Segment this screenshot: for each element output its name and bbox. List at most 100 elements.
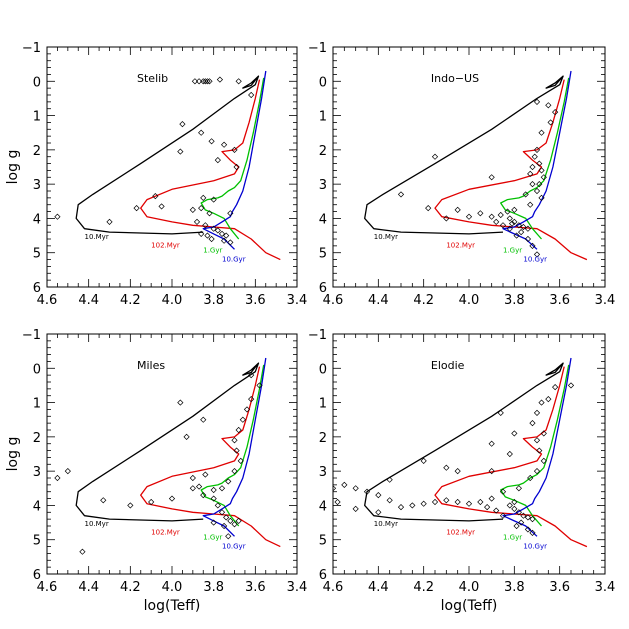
- axes-frame: [46, 46, 298, 288]
- panel-title: Indo−US: [431, 72, 479, 85]
- isochrone-10-myr: [75, 75, 260, 235]
- isochrone-10-gyr: [502, 357, 572, 537]
- data-point: [225, 478, 232, 485]
- isochrone-label: 10.Myr: [85, 520, 109, 528]
- data-point: [64, 468, 71, 475]
- isochrone-102-myr: [140, 366, 281, 548]
- data-point: [220, 237, 228, 244]
- y-tick-label: 1: [319, 110, 327, 125]
- data-point: [536, 181, 543, 188]
- x-tick-label: 4.0: [162, 293, 183, 308]
- isochrone-102-myr: [434, 79, 588, 261]
- isochrone-label: 1.Gyr: [203, 247, 222, 255]
- data-point: [540, 430, 547, 437]
- data-point: [511, 498, 518, 506]
- data-point: [497, 211, 504, 219]
- data-point: [206, 210, 213, 217]
- data-point: [443, 215, 450, 222]
- data-point: [231, 468, 238, 475]
- panel-elodie: 4.6 4.4 4.2 4.0 3.8 3.6 3.4 −1 0 1 2 3 4 5 6 log(Teff) 1…: [308, 328, 616, 614]
- data-point: [210, 486, 217, 494]
- y-tick-label: 5: [33, 534, 41, 549]
- data-point: [420, 500, 427, 507]
- data-point: [508, 220, 516, 227]
- panel-title: Elodie: [431, 359, 465, 372]
- y-tick-label: 6: [319, 281, 327, 296]
- y-tick-label: 4: [319, 499, 327, 514]
- isochrone-1-gyr: [500, 77, 570, 240]
- data-point: [256, 382, 263, 389]
- data-point: [538, 194, 545, 201]
- data-point: [397, 191, 405, 198]
- data-point: [100, 497, 107, 504]
- data-point: [200, 492, 207, 499]
- data-point: [529, 420, 536, 427]
- isochrone-label: 10.Myr: [374, 233, 398, 241]
- data-point: [233, 447, 240, 454]
- x-tick-label: 3.4: [287, 580, 308, 595]
- data-point: [488, 468, 495, 475]
- x-tick-label: 4.0: [162, 580, 183, 595]
- data-point: [198, 205, 205, 212]
- x-tick-label: 4.2: [120, 580, 141, 595]
- data-point: [513, 232, 520, 239]
- data-point: [79, 548, 86, 555]
- data-point: [420, 457, 427, 464]
- x-tick-label: 4.4: [368, 293, 389, 308]
- panel-indous: 4.6 4.4 4.2 4.0 3.8 3.6 3.4 −1 0 1 2 3 4 5 6 10.Myr 102.…: [308, 41, 616, 308]
- data-point: [334, 498, 341, 506]
- data-point: [533, 187, 541, 195]
- data-point: [511, 505, 518, 512]
- data-point: [235, 517, 242, 524]
- data-point: [218, 509, 226, 516]
- data-point: [231, 521, 238, 528]
- x-tick-label: 4.2: [120, 293, 141, 308]
- isochrone-10-gyr: [202, 357, 267, 537]
- data-point: [547, 119, 554, 126]
- data-point: [216, 76, 224, 83]
- data-point: [231, 437, 238, 444]
- data-point: [527, 170, 534, 177]
- data-point: [200, 416, 207, 423]
- x-tick-label: 4.4: [78, 293, 99, 308]
- data-point: [499, 222, 507, 229]
- isochrone-label: 10.Gyr: [523, 255, 547, 263]
- data-point: [540, 457, 547, 464]
- data-point: [198, 230, 205, 237]
- data-point: [248, 91, 255, 99]
- y-tick-label: 3: [319, 178, 327, 193]
- plot-area: [333, 357, 588, 548]
- data-point: [511, 206, 518, 213]
- y-tick-label: 2: [319, 144, 327, 159]
- data-point: [231, 146, 238, 153]
- data-point: [527, 474, 534, 482]
- data-point: [375, 509, 382, 516]
- data-point: [529, 242, 536, 249]
- plot-area: [364, 70, 588, 261]
- y-tick-label: −1: [22, 41, 41, 56]
- x-tick-label: 4.2: [413, 293, 434, 308]
- y-tick-label: −1: [308, 328, 327, 343]
- data-point: [54, 213, 61, 220]
- isochrone-10-myr: [75, 362, 260, 522]
- data-point: [518, 519, 525, 526]
- data-point: [538, 399, 545, 406]
- x-tick-label: 4.0: [459, 580, 480, 595]
- data-point: [524, 225, 532, 232]
- data-point: [386, 497, 393, 504]
- data-point: [133, 205, 140, 212]
- data-point: [237, 457, 244, 464]
- data-point: [524, 526, 532, 533]
- data-point: [524, 514, 532, 521]
- data-point: [248, 396, 255, 403]
- y-tick-label: 5: [33, 247, 41, 262]
- data-point: [127, 502, 134, 509]
- data-point: [189, 485, 196, 492]
- data-point: [227, 517, 234, 524]
- data-point: [465, 213, 473, 220]
- data-point: [195, 78, 203, 85]
- isochrone-label: 10.Gyr: [523, 542, 547, 550]
- data-point: [529, 516, 536, 523]
- data-point: [536, 447, 543, 454]
